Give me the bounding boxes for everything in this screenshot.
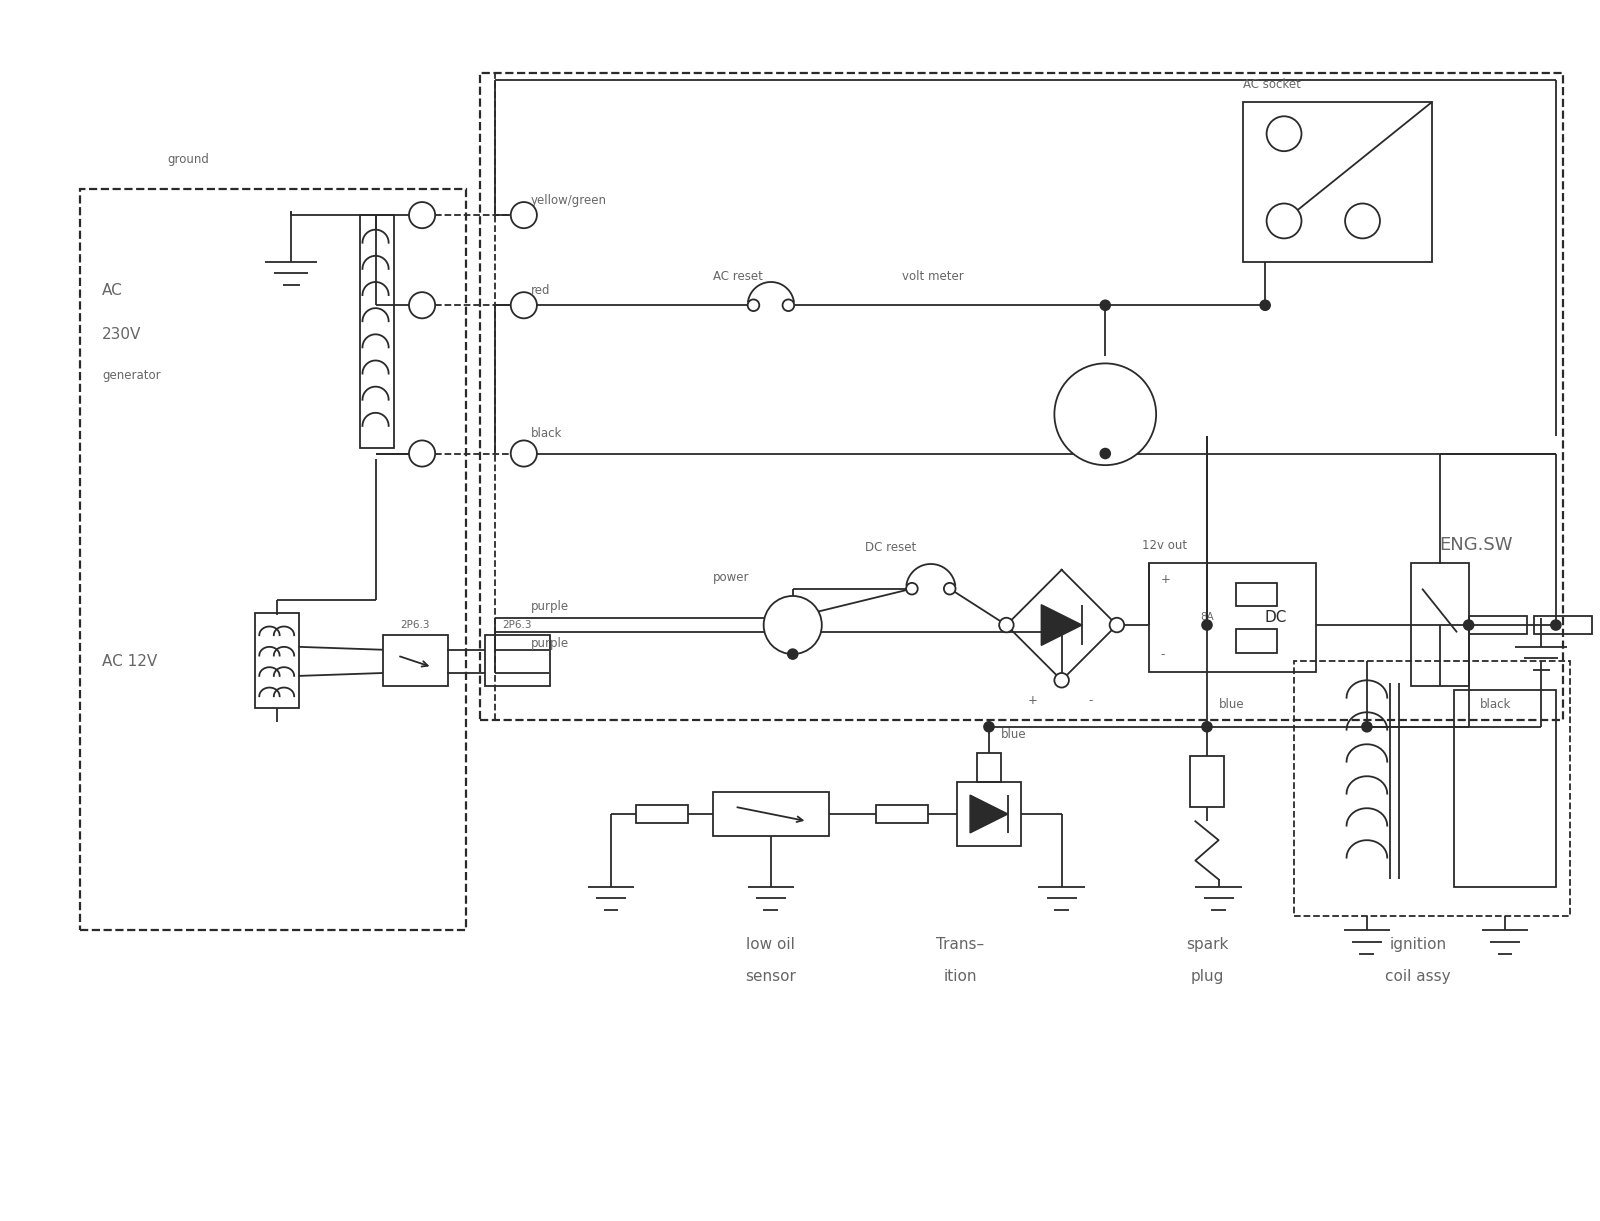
Text: AC socket: AC socket <box>1243 78 1301 90</box>
Text: ition: ition <box>942 969 976 984</box>
Text: black: black <box>1480 698 1512 712</box>
Circle shape <box>410 201 435 228</box>
Circle shape <box>1202 620 1213 630</box>
Circle shape <box>1362 722 1371 731</box>
Circle shape <box>510 441 538 466</box>
Circle shape <box>998 618 1014 632</box>
Text: 8A: 8A <box>1200 612 1214 621</box>
Bar <box>1189 756 1224 807</box>
Circle shape <box>1202 722 1213 731</box>
Circle shape <box>1261 300 1270 310</box>
Text: V: V <box>1101 407 1110 421</box>
Text: generator: generator <box>102 369 162 381</box>
Bar <box>1149 563 1317 672</box>
Text: 230V: 230V <box>102 327 142 342</box>
Text: plug: plug <box>1190 969 1224 984</box>
Circle shape <box>944 582 955 595</box>
Text: +: + <box>1160 574 1170 586</box>
Circle shape <box>1054 673 1069 687</box>
Circle shape <box>1110 618 1125 632</box>
Text: ENG.SW: ENG.SW <box>1440 536 1514 554</box>
Text: AC reset: AC reset <box>712 270 763 283</box>
Text: power: power <box>712 570 749 584</box>
Text: AC: AC <box>102 283 123 298</box>
Circle shape <box>1054 364 1157 465</box>
Bar <box>1454 690 1555 886</box>
Bar <box>957 781 1021 846</box>
Text: -: - <box>1160 647 1165 661</box>
Circle shape <box>763 596 822 654</box>
Text: ignition: ignition <box>1389 938 1446 952</box>
Text: coil assy: coil assy <box>1386 969 1451 984</box>
Bar <box>978 753 1000 781</box>
Circle shape <box>1267 204 1301 238</box>
Bar <box>1237 629 1277 653</box>
Circle shape <box>984 722 994 731</box>
Circle shape <box>1464 620 1474 630</box>
Bar <box>80 189 466 930</box>
Circle shape <box>1101 300 1110 310</box>
Bar <box>480 73 1563 719</box>
Circle shape <box>510 292 538 319</box>
Text: sensor: sensor <box>746 969 797 984</box>
Circle shape <box>510 201 538 228</box>
Bar <box>382 635 448 686</box>
Circle shape <box>906 582 918 595</box>
Text: blue: blue <box>1219 698 1245 712</box>
Text: purple: purple <box>531 600 570 613</box>
Text: yellow/green: yellow/green <box>531 194 606 208</box>
Text: -: - <box>1088 694 1093 707</box>
Bar <box>1469 617 1526 634</box>
Text: blue: blue <box>1000 728 1026 741</box>
Text: +: + <box>1027 694 1037 707</box>
Text: black: black <box>531 426 563 440</box>
Polygon shape <box>1042 604 1082 646</box>
Text: 2P6.3: 2P6.3 <box>400 620 429 630</box>
Text: ground: ground <box>168 154 210 166</box>
Text: Trans–: Trans– <box>936 938 984 952</box>
Circle shape <box>410 292 435 319</box>
Bar <box>360 215 395 448</box>
Circle shape <box>787 650 798 659</box>
Text: red: red <box>531 284 550 297</box>
Bar <box>712 792 829 836</box>
Circle shape <box>747 299 760 311</box>
Bar <box>485 635 550 686</box>
Text: 2P6.3: 2P6.3 <box>502 620 531 630</box>
Polygon shape <box>970 795 1008 833</box>
Bar <box>1411 563 1469 686</box>
Text: low oil: low oil <box>747 938 795 952</box>
Bar <box>875 806 928 823</box>
Bar <box>1237 582 1277 606</box>
Text: spark: spark <box>1186 938 1229 952</box>
Text: DC reset: DC reset <box>866 541 917 554</box>
Circle shape <box>1267 116 1301 151</box>
Circle shape <box>1346 204 1379 238</box>
Circle shape <box>782 299 794 311</box>
Circle shape <box>1101 448 1110 459</box>
Bar <box>1243 101 1432 261</box>
Bar <box>1294 662 1570 916</box>
Circle shape <box>410 441 435 466</box>
Bar <box>254 613 299 708</box>
Text: purple: purple <box>531 637 570 651</box>
Bar <box>1534 617 1592 634</box>
Text: AC 12V: AC 12V <box>102 654 157 669</box>
Text: DC: DC <box>1264 610 1286 625</box>
Bar <box>635 806 688 823</box>
Circle shape <box>1550 620 1562 630</box>
Text: 12v out: 12v out <box>1141 538 1187 552</box>
Text: volt meter: volt meter <box>902 270 963 283</box>
